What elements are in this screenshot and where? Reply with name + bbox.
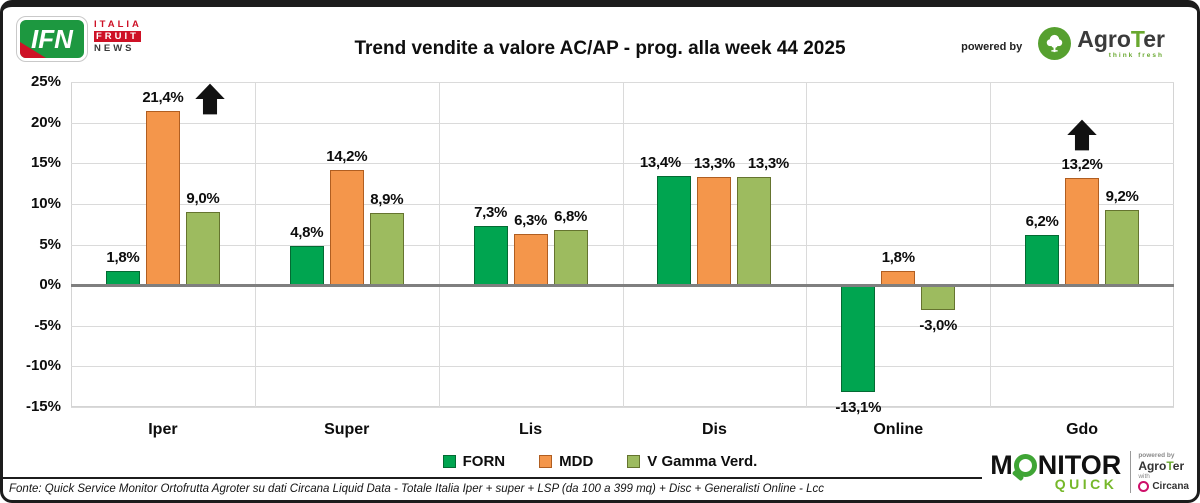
gridline <box>71 407 1174 408</box>
bar-MDD-Online <box>881 270 916 286</box>
legend-swatch <box>539 455 553 468</box>
bar-FORN-Gdo <box>1025 234 1060 286</box>
ifn-line-fruit: FRUIT <box>94 31 141 42</box>
y-tick-label: -15% <box>25 398 61 415</box>
x-category-label: Super <box>324 421 370 438</box>
logo-divider <box>1130 451 1132 493</box>
bar-FORN-Lis <box>473 225 508 286</box>
bar-MDD-Dis <box>697 177 732 286</box>
legend-item-forn: FORN <box>442 453 506 470</box>
chart-title: Trend vendite a valore AC/AP - prog. all… <box>354 38 846 59</box>
zero-axis-line <box>71 284 1174 288</box>
bar-value-label: 4,8% <box>290 224 324 242</box>
bar-V Gamma Verd.-Dis <box>737 177 772 286</box>
y-tick-label: 25% <box>30 73 61 90</box>
agroter-small-wordmark: AgroTer <box>1138 459 1185 473</box>
ifn-line-italia: ITALIA <box>94 19 142 30</box>
ifn-logo: IFN ITALIA FRUIT NEWS <box>16 16 142 62</box>
bar-value-label: -3,0% <box>919 316 958 334</box>
y-tick-label: -10% <box>25 357 61 375</box>
legend-label: MDD <box>559 453 594 470</box>
footer-divider <box>3 477 993 479</box>
category-separator <box>438 82 440 407</box>
bar-V Gamma Verd.-Iper <box>185 212 220 286</box>
category-separator <box>806 82 808 407</box>
y-tick-label: -5% <box>34 316 61 334</box>
bar-value-label: 13,3% <box>747 155 789 173</box>
bar-value-label: 6,8% <box>554 207 588 225</box>
ifn-line-news: NEWS <box>94 43 135 54</box>
legend-label: FORN <box>462 453 506 470</box>
x-category-label: Lis <box>519 421 543 438</box>
magnifier-icon <box>1011 453 1037 481</box>
legend-label: V Gamma Verd. <box>647 453 758 470</box>
up-arrow-icon <box>193 83 227 115</box>
circana-icon <box>1138 481 1150 492</box>
bar-value-label: -13,1% <box>835 398 882 416</box>
legend-item-mdd: MDD <box>539 453 593 470</box>
bar-MDD-Iper <box>145 111 180 286</box>
agroter-logo: AgroTer think fresh <box>1038 27 1165 60</box>
bar-V Gamma Verd.-Online <box>921 285 956 310</box>
x-category-label: Gdo <box>1066 421 1099 438</box>
bar-value-label: 14,2% <box>326 147 368 165</box>
bar-value-label: 9,2% <box>1105 188 1139 206</box>
category-separator <box>622 82 624 407</box>
ifn-logo-box: IFN <box>16 16 88 62</box>
bar-value-label: 13,3% <box>693 155 735 173</box>
y-tick-label: 20% <box>30 113 61 131</box>
bar-value-label: 13,4% <box>639 154 681 172</box>
bar-value-label: 1,8% <box>106 248 140 266</box>
legend-swatch <box>627 455 641 468</box>
legend-item-v-gamma-verd-: V Gamma Verd. <box>627 453 757 470</box>
bar-MDD-Super <box>329 169 364 286</box>
bar-value-label: 6,2% <box>1025 212 1059 230</box>
y-tick-label: 15% <box>30 154 61 172</box>
agroter-tree-icon <box>1038 27 1072 60</box>
agroter-tagline: think fresh <box>1108 52 1164 59</box>
up-arrow-icon <box>1065 119 1099 151</box>
chart-legend: FORN MDD V Gamma Verd. <box>3 453 1197 470</box>
x-category-label: Online <box>873 421 924 438</box>
category-separator <box>254 82 256 407</box>
bar-value-label: 7,3% <box>474 203 508 221</box>
source-note: Fonte: Quick Service Monitor Ortofrutta … <box>9 483 824 495</box>
monitor-quick-sub: QUICK <box>1054 476 1118 492</box>
bar-V Gamma Verd.-Gdo <box>1105 210 1140 286</box>
y-tick-label: 5% <box>39 235 61 253</box>
monitor-powered-block: powered by AgroTer with Circana <box>1138 452 1189 492</box>
bar-value-label: 21,4% <box>142 89 184 107</box>
legend-swatch <box>442 455 456 468</box>
powered-by-block: powered by AgroTer think fresh <box>961 27 1165 60</box>
bar-value-label: 13,2% <box>1061 155 1103 173</box>
monitor-wordmark: M NITOR QUICK <box>990 450 1122 493</box>
bar-FORN-Iper <box>105 270 140 286</box>
y-tick-label: 0% <box>39 276 61 294</box>
bar-V Gamma Verd.-Lis <box>553 229 588 286</box>
bar-FORN-Dis <box>657 176 692 286</box>
bar-FORN-Online <box>841 285 876 392</box>
bar-MDD-Gdo <box>1065 177 1100 286</box>
ifn-abbr: IFN <box>31 24 73 54</box>
x-category-label: Dis <box>701 421 727 438</box>
monitor-quick-logo: M NITOR QUICK powered by AgroTer with Ci… <box>982 445 1189 499</box>
agroter-wordmark: AgroTer think fresh <box>1077 25 1165 59</box>
bar-value-label: 1,8% <box>881 248 915 266</box>
bar-V Gamma Verd.-Super <box>369 212 404 286</box>
bar-value-label: 8,9% <box>370 190 404 208</box>
powered-by-label: powered by <box>961 41 1023 53</box>
ifn-wordmark: ITALIA FRUIT NEWS <box>94 19 142 54</box>
bar-value-label: 9,0% <box>186 190 220 207</box>
bar-FORN-Super <box>289 246 324 286</box>
category-separator <box>990 82 992 407</box>
circana-logo: Circana <box>1138 481 1189 492</box>
y-tick-label: 10% <box>30 194 61 212</box>
x-category-label: Iper <box>148 421 178 438</box>
bar-MDD-Lis <box>513 233 548 286</box>
bar-value-label: 6,3% <box>514 211 548 229</box>
bar-chart: 25% 20% 15% 10% 5% 0% -5% -10% -15% 1,8% 21,4% 9,0%… <box>3 7 1197 500</box>
